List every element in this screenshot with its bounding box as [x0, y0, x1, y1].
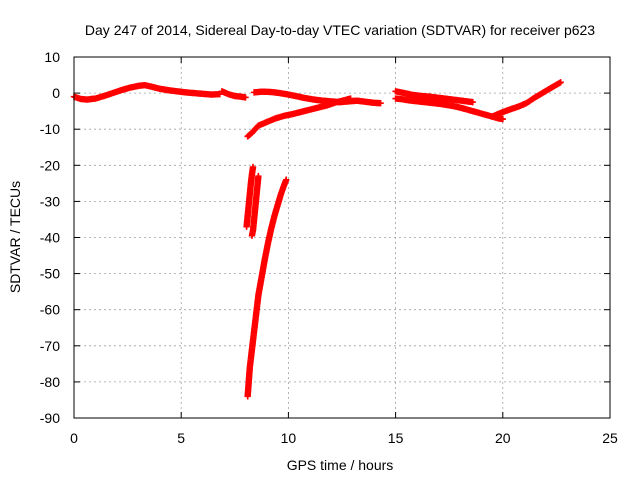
x-tick-label: 5 — [177, 430, 185, 446]
y-tick-label: -30 — [40, 193, 60, 209]
series-arc-6 — [248, 172, 262, 239]
x-tick-label: 10 — [281, 430, 297, 446]
x-tick-label: 0 — [70, 430, 78, 446]
y-tick-label: -50 — [40, 266, 60, 282]
x-tick-label: 20 — [495, 430, 511, 446]
chart-title: Day 247 of 2014, Sidereal Day-to-day VTE… — [85, 22, 595, 38]
x-tick-label: 25 — [602, 430, 618, 446]
data-point — [377, 100, 384, 107]
grid — [74, 57, 610, 418]
series-arc-4 — [250, 88, 384, 107]
data-point — [499, 115, 506, 123]
y-tick-label: -80 — [40, 374, 60, 390]
data-point — [469, 98, 476, 106]
series-arc-1 — [70, 81, 223, 103]
data-point — [248, 232, 256, 239]
x-axis-title: GPS time / hours — [287, 457, 394, 473]
y-tick-label: -90 — [40, 410, 60, 426]
series-arc-2 — [218, 88, 249, 101]
data-point — [242, 94, 249, 101]
y-tick-label: 10 — [44, 49, 60, 65]
x-tick-label: 15 — [388, 430, 404, 446]
y-tick-label: -10 — [40, 121, 60, 137]
y-tick-label: -60 — [40, 302, 60, 318]
scatter-points — [70, 79, 564, 400]
series-arc-7 — [244, 176, 290, 400]
y-tick-label: -20 — [40, 157, 60, 173]
data-point — [249, 163, 257, 171]
data-point — [557, 79, 564, 86]
y-tick-label: 0 — [52, 85, 60, 101]
series-arc-5 — [243, 163, 257, 230]
y-tick-label: -40 — [40, 230, 60, 246]
series-arc-10 — [488, 79, 564, 120]
series-arc-8 — [392, 95, 506, 123]
y-axis-title: SDTVAR / TECUs — [7, 181, 23, 293]
series-arc-9 — [392, 88, 476, 106]
plot-frame — [73, 56, 611, 419]
data-point — [283, 176, 290, 183]
y-tick-label: -70 — [40, 338, 60, 354]
tick-labels: 0 5 10 15 20 25 10 0 -10 -20 -30 -40 -50 -60 -70 -80 -90 — [40, 49, 618, 446]
